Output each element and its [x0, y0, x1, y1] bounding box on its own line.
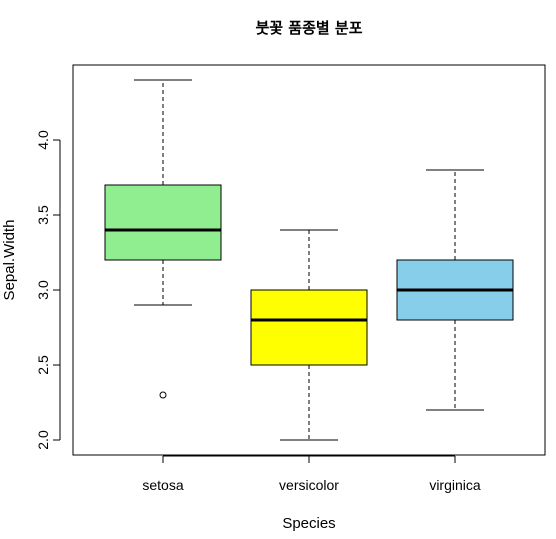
plot-frame [72, 64, 546, 456]
y-tick-label: 2.5 [35, 355, 51, 375]
outlier-point [159, 391, 167, 399]
x-axis: setosa versicolor virginica [142, 455, 481, 493]
y-tick-label: 3.5 [35, 205, 51, 225]
y-tick-label: 3.0 [35, 280, 51, 300]
box-setosa [104, 79, 222, 399]
x-tick-label: virginica [429, 477, 481, 493]
box-virginica [396, 169, 514, 411]
chart-title: 붓꽃 품종별 분포 [255, 19, 362, 37]
box-series [104, 79, 514, 441]
y-axis-title: Sepal.Width [1, 220, 18, 301]
box-body [250, 289, 368, 366]
x-tick-label: setosa [142, 477, 183, 493]
y-tick-label: 4.0 [35, 130, 51, 150]
box-versicolor [250, 229, 368, 441]
x-axis-title: Species [282, 515, 335, 532]
box-body [104, 184, 222, 261]
y-tick-label: 2.0 [35, 430, 51, 450]
y-axis: 2.0 2.5 3.0 3.5 4.0 [35, 130, 61, 450]
x-tick-label: versicolor [279, 477, 339, 493]
